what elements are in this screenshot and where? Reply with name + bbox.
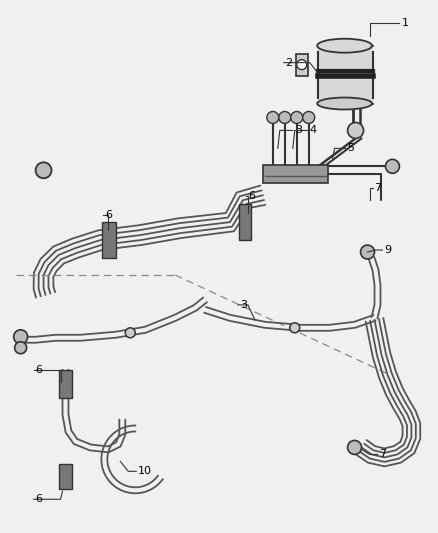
Circle shape [35, 163, 52, 178]
Bar [318, 46, 372, 103]
Circle shape [14, 330, 28, 344]
Circle shape [348, 440, 361, 455]
Bar [239, 204, 251, 240]
Bar [102, 222, 117, 258]
Text: 5: 5 [348, 143, 355, 154]
Circle shape [279, 111, 291, 124]
Text: 6: 6 [35, 494, 42, 504]
Circle shape [303, 111, 314, 124]
Ellipse shape [317, 98, 372, 109]
Circle shape [291, 111, 303, 124]
Bar [296, 54, 308, 76]
Text: 9: 9 [385, 245, 392, 255]
Text: 1: 1 [401, 18, 408, 28]
Text: 3: 3 [295, 125, 302, 135]
Circle shape [125, 328, 135, 338]
Text: 6: 6 [35, 365, 42, 375]
Bar [263, 165, 328, 183]
Bar [59, 464, 72, 489]
Text: 7: 7 [379, 449, 387, 459]
Bar [59, 370, 72, 398]
Circle shape [290, 323, 300, 333]
Circle shape [297, 60, 307, 70]
Circle shape [14, 342, 27, 354]
Text: 6: 6 [248, 191, 255, 201]
Ellipse shape [317, 39, 372, 53]
Text: 4: 4 [310, 125, 317, 135]
Circle shape [385, 159, 399, 173]
Circle shape [348, 123, 364, 139]
Circle shape [267, 111, 279, 124]
Text: 2: 2 [285, 58, 292, 68]
Text: 7: 7 [374, 183, 381, 193]
Text: 10: 10 [138, 466, 152, 477]
Text: 3: 3 [240, 300, 247, 310]
Circle shape [360, 245, 374, 259]
Text: 6: 6 [106, 210, 113, 220]
